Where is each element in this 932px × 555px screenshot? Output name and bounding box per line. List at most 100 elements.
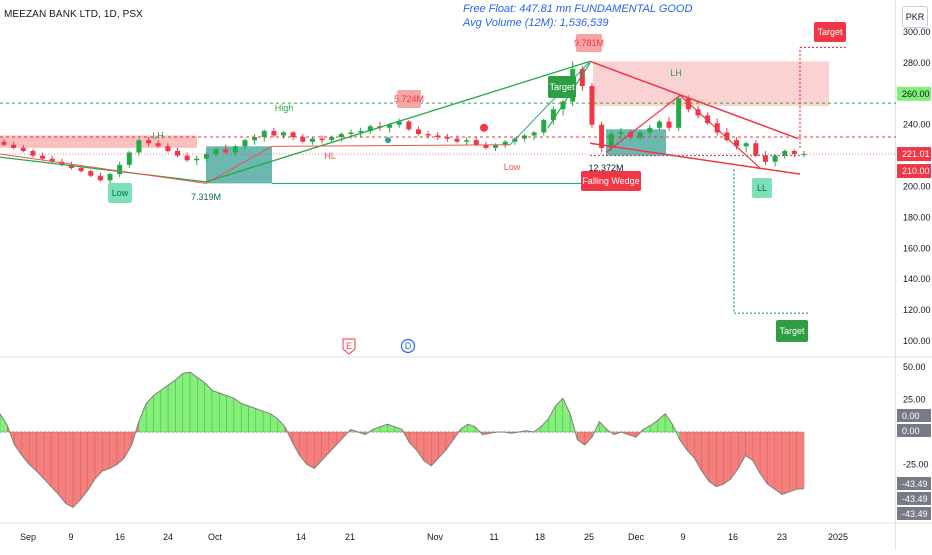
candle-body <box>126 152 132 165</box>
time-tick-label: Sep <box>20 532 36 542</box>
osc-tick-label: 25.00 <box>903 395 926 405</box>
candle-body <box>608 133 614 148</box>
target-label-right-top: Target <box>817 27 843 37</box>
time-tick-label: 16 <box>728 532 738 542</box>
osc-segment <box>204 381 213 433</box>
osc-segment <box>767 431 776 490</box>
candle-body <box>531 132 537 136</box>
candle-body <box>309 138 315 142</box>
time-tick-label: Nov <box>427 532 444 542</box>
candle-body <box>146 140 152 144</box>
osc-segment <box>175 372 183 433</box>
volume-label-left: 7.319M <box>191 192 221 202</box>
price-tick-label: 140.00 <box>903 274 931 284</box>
candle-body <box>762 155 768 162</box>
price-badge <box>897 86 931 101</box>
candle-body <box>656 121 662 128</box>
candle-body <box>753 143 759 156</box>
price-badge-label: 260.00 <box>902 89 930 99</box>
candle-body <box>338 133 344 138</box>
time-tick-label: 9 <box>680 532 685 542</box>
candle-body <box>203 154 209 159</box>
osc-segment <box>796 431 805 490</box>
candle-body <box>49 158 55 162</box>
zigzag-line-1 <box>0 153 207 184</box>
osc-badge <box>897 424 931 437</box>
marker-dot-red <box>480 123 488 132</box>
candle-body <box>618 132 624 134</box>
candle-body <box>136 140 142 153</box>
candle-body <box>676 98 682 128</box>
candle-body <box>358 130 364 133</box>
candle-body <box>579 69 585 87</box>
osc-badge-label: -43.49 <box>902 494 928 504</box>
candle-body <box>155 143 161 147</box>
candle-body <box>415 129 421 134</box>
price-badge <box>897 147 931 162</box>
candle-body <box>40 155 46 159</box>
time-tick-label: 18 <box>535 532 545 542</box>
osc-badge <box>897 409 931 422</box>
trendline-green-lower <box>0 156 207 183</box>
osc-tick-label: 50.00 <box>903 362 926 372</box>
candle-body <box>425 133 431 136</box>
annotation-labels: Low LH 7.319M High HL 5.724M Low Target 9.781M Fa… <box>108 22 846 355</box>
ll-label: LL <box>757 183 767 193</box>
osc-badge-label: -43.49 <box>902 509 928 519</box>
volume-label-right: 12.372M <box>588 163 623 173</box>
osc-segment <box>80 431 88 501</box>
price-tick-label: 120.00 <box>903 305 931 315</box>
target-label-right-bottom: Target <box>779 326 805 336</box>
price-tick-label: 160.00 <box>903 243 931 253</box>
candle-body <box>502 141 508 145</box>
trend-drawings[interactable] <box>0 46 896 314</box>
lh-label-left: LH <box>152 131 164 141</box>
candle-body <box>541 120 547 133</box>
candle-body <box>473 140 479 145</box>
candle-body <box>435 135 441 138</box>
symbol-title[interactable]: MEEZAN BANK LTD, 1D, PSX <box>4 9 143 20</box>
volume-label-peak-box <box>576 34 602 52</box>
osc-segment <box>233 397 242 433</box>
low-label-mid: Low <box>504 162 521 172</box>
resistance-zone-right <box>593 61 829 107</box>
candle-body <box>213 149 219 155</box>
candle-body <box>454 138 460 142</box>
price-tick-label: 180.00 <box>903 212 931 222</box>
osc-segment <box>189 371 198 433</box>
candle-body <box>444 137 450 139</box>
candle-body <box>329 137 335 141</box>
osc-segment <box>226 395 235 433</box>
candle-body <box>78 167 84 172</box>
candle-body <box>252 137 258 141</box>
candle-body <box>242 140 248 147</box>
high-label: High <box>275 103 294 113</box>
candle-body <box>281 132 287 136</box>
free-float-note: Free Float: 447.81 mn FUNDAMENTAL GOOD <box>463 3 693 15</box>
osc-segment <box>50 431 59 496</box>
osc-badge <box>897 507 931 520</box>
lh-label-right: LH <box>670 68 682 78</box>
osc-badge <box>897 492 931 505</box>
currency-button[interactable]: PKR <box>902 6 928 28</box>
candle-body <box>743 143 749 147</box>
osc-segment <box>43 431 52 488</box>
osc-segment <box>160 384 169 433</box>
time-tick-label: 9 <box>68 532 73 542</box>
candle-body <box>493 144 499 148</box>
candle-body <box>117 164 123 175</box>
osc-segment <box>423 431 432 467</box>
candle-body <box>464 140 470 142</box>
candle-body <box>30 150 36 156</box>
candle-body <box>68 164 74 168</box>
osc-segment <box>240 403 249 433</box>
candle-body <box>734 140 740 147</box>
candle-body <box>714 123 720 133</box>
candlestick-series[interactable] <box>1 61 807 184</box>
dividend-marker-shape <box>400 338 416 354</box>
price-badge-label: 221.01 <box>902 149 930 159</box>
candle-body <box>348 132 354 134</box>
oscillator-series <box>0 371 805 509</box>
